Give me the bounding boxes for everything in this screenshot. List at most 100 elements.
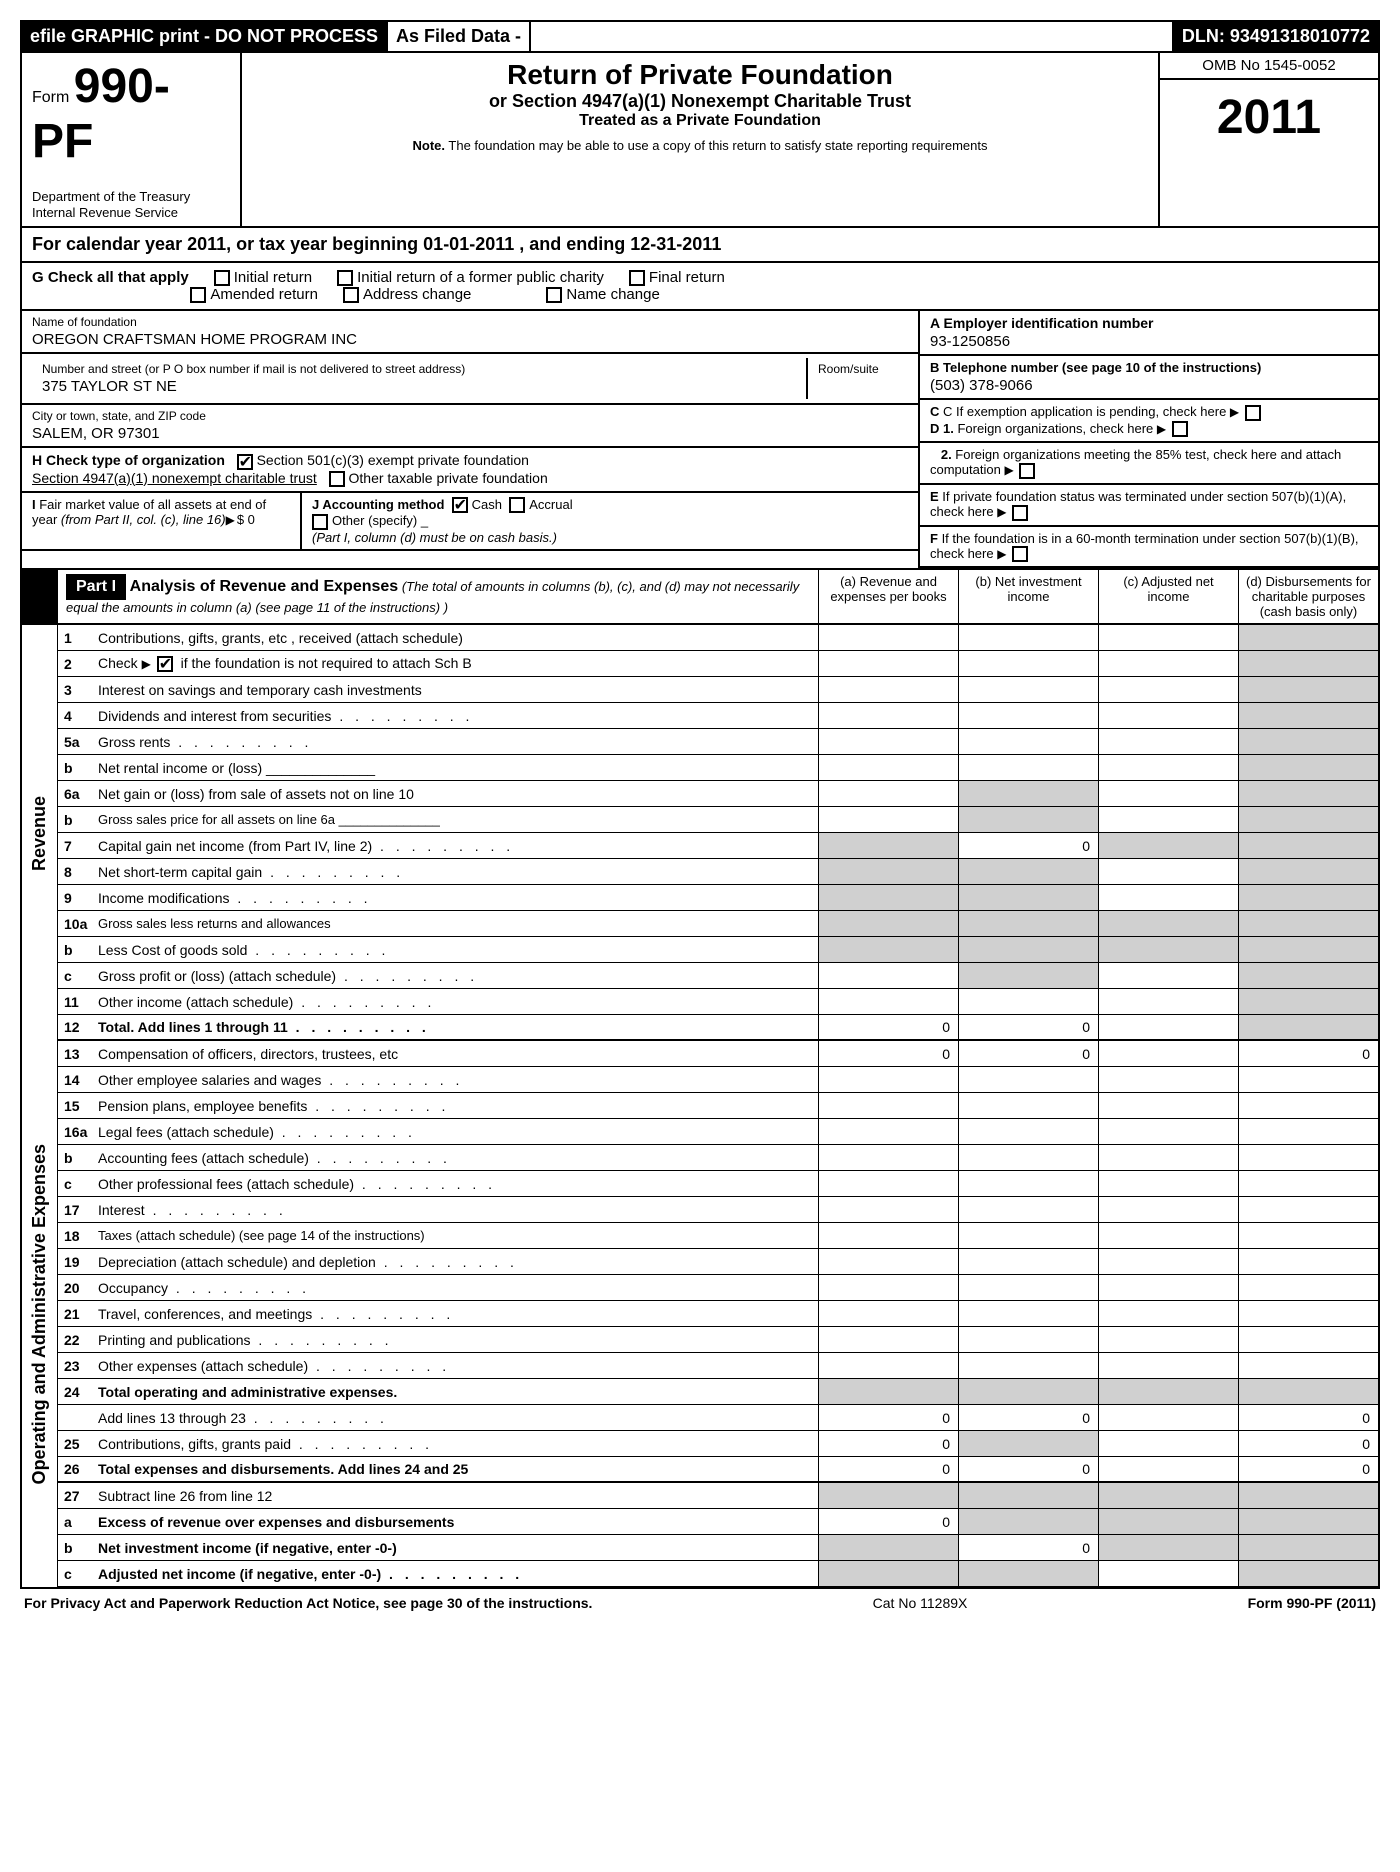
l4: Dividends and interest from securities [98,708,818,724]
v13b: 0 [958,1041,1098,1066]
chk-address[interactable] [343,287,359,303]
addr-label: Number and street (or P O box number if … [42,362,796,376]
revenue-rows: 1Contributions, gifts, grants, etc , rec… [58,625,1378,1041]
l26: Total expenses and disbursements. Add li… [98,1461,818,1477]
lbl-amended: Amended return [210,286,318,303]
l8: Net short-term capital gain [98,864,818,880]
omb-number: OMB No 1545-0052 [1160,53,1378,80]
v26b: 0 [958,1457,1098,1481]
v24d: 0 [1238,1405,1378,1430]
chk-e[interactable] [1012,505,1028,521]
l11: Other income (attach schedule) [98,994,818,1010]
lbl-final: Final return [649,269,725,286]
foundation-name-row: Name of foundation OREGON CRAFTSMAN HOME… [22,311,918,354]
l17: Interest [98,1202,818,1218]
l16b: Accounting fees (attach schedule) [98,1150,818,1166]
revenue-block: Revenue 1Contributions, gifts, grants, e… [20,625,1380,1041]
footer-left: For Privacy Act and Paperwork Reduction … [24,1595,592,1611]
chk-cash[interactable] [452,497,468,513]
chk-accrual[interactable] [509,497,525,513]
form-subtitle2: Treated as a Private Foundation [252,112,1148,130]
form-number: 990-PF [32,60,170,168]
v26d: 0 [1238,1457,1378,1481]
chk-c[interactable] [1245,405,1261,421]
address-row: Number and street (or P O box number if … [22,354,918,405]
note-text: The foundation may be able to use a copy… [448,138,987,153]
col-a-head: (a) Revenue and expenses per books [818,570,958,623]
l9: Income modifications [98,890,818,906]
chk-final[interactable] [629,270,645,286]
form-subtitle1: or Section 4947(a)(1) Nonexempt Charitab… [252,91,1148,112]
chk-amended[interactable] [190,287,206,303]
l1: Contributions, gifts, grants, etc , rece… [98,630,818,646]
page-footer: For Privacy Act and Paperwork Reduction … [20,1589,1380,1617]
l13: Compensation of officers, directors, tru… [98,1046,818,1062]
l27: Subtract line 26 from line 12 [98,1488,818,1504]
spacer [531,22,1174,51]
chk-501c3[interactable] [237,454,253,470]
info-grid: Name of foundation OREGON CRAFTSMAN HOME… [20,311,1380,568]
l2: Check if the foundation is not required … [98,655,818,672]
part1-side [22,570,58,623]
info-right: A Employer identification number 93-1250… [918,311,1378,568]
footer-mid: Cat No 11289X [873,1595,968,1611]
asfiled: As Filed Data - [388,22,531,51]
irs: Internal Revenue Service [32,205,230,221]
form-header: Form 990-PF Department of the Treasury I… [20,53,1380,228]
l27a: Excess of revenue over expenses and disb… [98,1514,818,1530]
l14: Other employee salaries and wages [98,1072,818,1088]
v12a: 0 [818,1015,958,1039]
top-bar: efile GRAPHIC print - DO NOT PROCESS As … [20,20,1380,53]
l3: Interest on savings and temporary cash i… [98,682,818,698]
chk-d2[interactable] [1019,463,1035,479]
part1-title: Analysis of Revenue and Expenses [130,578,399,595]
chk-other-tax[interactable] [329,471,345,487]
chk-d1[interactable] [1172,421,1188,437]
lbl-accrual: Accrual [529,497,572,512]
l21: Travel, conferences, and meetings [98,1306,818,1322]
chk-schb[interactable] [157,656,173,672]
h-row: H Check type of organization Section 501… [22,448,918,493]
l27c: Adjusted net income (if negative, enter … [98,1566,818,1582]
ein-row: A Employer identification number 93-1250… [920,311,1378,356]
lbl-initial-former: Initial return of a former public charit… [357,269,604,286]
v13a: 0 [818,1041,958,1066]
l12: Total. Add lines 1 through 11 [98,1019,818,1035]
chk-other[interactable] [312,514,328,530]
chk-name[interactable] [546,287,562,303]
l23: Other expenses (attach schedule) [98,1358,818,1374]
ij-row: I Fair market value of all assets at end… [22,493,918,551]
revenue-label: Revenue [27,792,52,875]
chk-initial[interactable] [214,270,230,286]
tel-label: B Telephone number (see page 10 of the i… [930,360,1368,375]
v12b: 0 [958,1015,1098,1039]
expense-side: Operating and Administrative Expenses [22,1041,58,1587]
form-title: Return of Private Foundation [252,59,1148,91]
i-value: $ 0 [237,512,255,527]
lbl-name: Name change [566,286,659,303]
l5b: Net rental income or (loss) ____________… [98,760,818,776]
l6a: Net gain or (loss) from sale of assets n… [98,786,818,802]
info-left: Name of foundation OREGON CRAFTSMAN HOME… [22,311,918,568]
chk-f[interactable] [1012,546,1028,562]
ein-value: 93-1250856 [930,333,1368,350]
tel-row: B Telephone number (see page 10 of the i… [920,356,1378,400]
omb-year-block: OMB No 1545-0052 2011 [1158,53,1378,226]
part1-label: Part I [66,574,126,600]
l20: Occupancy [98,1280,818,1296]
addr-value: 375 TAYLOR ST NE [42,378,796,395]
lbl-501c3: Section 501(c)(3) exempt private foundat… [257,452,529,468]
v25d: 0 [1238,1431,1378,1456]
expense-label: Operating and Administrative Expenses [27,1140,52,1488]
v24b: 0 [958,1405,1098,1430]
v27a: 0 [818,1509,958,1534]
l10c: Gross profit or (loss) (attach schedule) [98,968,818,984]
part1-desc: Part I Analysis of Revenue and Expenses … [58,570,818,623]
chk-initial-former[interactable] [337,270,353,286]
h-label: H Check type of organization [32,452,225,468]
calendar-year: For calendar year 2011, or tax year begi… [20,228,1380,263]
city-row: City or town, state, and ZIP code SALEM,… [22,405,918,448]
lbl-cash: Cash [472,497,502,512]
note-bold: Note. [413,138,446,153]
lbl-address: Address change [363,286,471,303]
